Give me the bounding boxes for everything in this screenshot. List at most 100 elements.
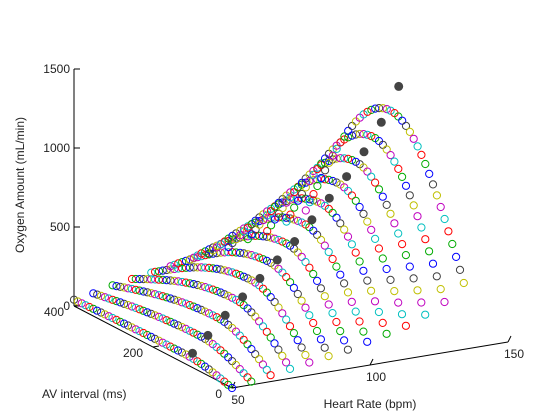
data-point [297,218,306,227]
data-point [205,245,214,254]
data-point [336,138,345,147]
data-point [220,248,229,257]
data-point [320,343,329,352]
data-point [170,276,179,285]
data-point [432,191,441,200]
data-point [359,327,368,336]
peak-marker [238,292,248,302]
data-point [166,276,175,285]
data-point [124,284,133,293]
data-point [193,280,202,290]
data-point [378,192,387,201]
data-point [239,335,248,344]
data-point [255,231,264,240]
data-point [228,235,237,244]
data-point [270,339,279,348]
data-point [189,280,198,289]
data-point [317,173,326,183]
data-point [135,286,144,295]
data-point [197,281,206,291]
peak-marker [188,348,197,358]
data-point [282,217,291,226]
data-point [289,329,298,338]
data-point [263,227,272,236]
data-point [363,130,372,139]
data-point [143,308,152,317]
series-hr-120 [263,147,430,319]
data-point [170,295,179,304]
data-point [405,191,414,200]
data-point [170,344,179,353]
data-point [301,303,310,312]
data-point [170,260,179,269]
data-point [262,256,271,265]
data-point [285,322,295,331]
data-point [374,185,384,194]
peak-marker [290,237,300,246]
data-point [154,291,163,300]
data-point [421,310,430,319]
y-tick [152,345,160,348]
y-tick-label: 0 [215,387,222,401]
data-point [324,175,333,184]
data-point [270,215,279,224]
data-point [313,230,322,239]
data-point [340,154,349,163]
data-point [174,321,183,330]
data-point [239,369,248,378]
data-point [394,229,403,238]
data-point [413,212,422,221]
data-point [120,319,129,328]
data-point [208,264,217,273]
data-point [344,133,353,142]
data-point [193,330,202,339]
data-point [378,318,387,327]
data-point [301,183,310,192]
data-point [150,334,159,343]
data-point [401,251,410,260]
data-point [286,210,295,219]
data-point [320,175,330,184]
data-point [232,248,241,257]
data-point [286,278,295,287]
data-point [112,282,121,291]
z-tick-label: 500 [50,220,70,234]
data-point [343,232,353,241]
data-point [158,292,167,301]
peak-marker [376,117,386,127]
data-point [367,172,376,181]
data-point [143,275,152,284]
data-point [309,170,318,179]
data-point [297,252,306,261]
data-point [239,232,248,241]
data-point [324,300,333,309]
data-point [174,277,183,286]
data-point [301,350,310,360]
data-point [131,303,140,312]
data-point [324,352,333,361]
data-point [224,291,233,300]
data-point [274,235,283,245]
data-point [104,312,113,321]
data-point [324,247,333,257]
data-point [201,263,210,272]
data-point [293,336,302,345]
data-point [204,284,214,293]
data-point [367,132,376,141]
data-point [440,214,449,224]
data-point [181,278,190,287]
data-point [343,288,353,297]
data-point [139,306,148,315]
data-point [162,340,171,349]
data-point [73,297,83,306]
data-point [409,274,418,283]
data-point [313,165,322,174]
data-point [162,316,171,325]
data-point [297,343,306,352]
data-point [371,234,380,243]
data-point [154,336,163,345]
data-point [367,286,376,295]
data-point [181,324,190,333]
